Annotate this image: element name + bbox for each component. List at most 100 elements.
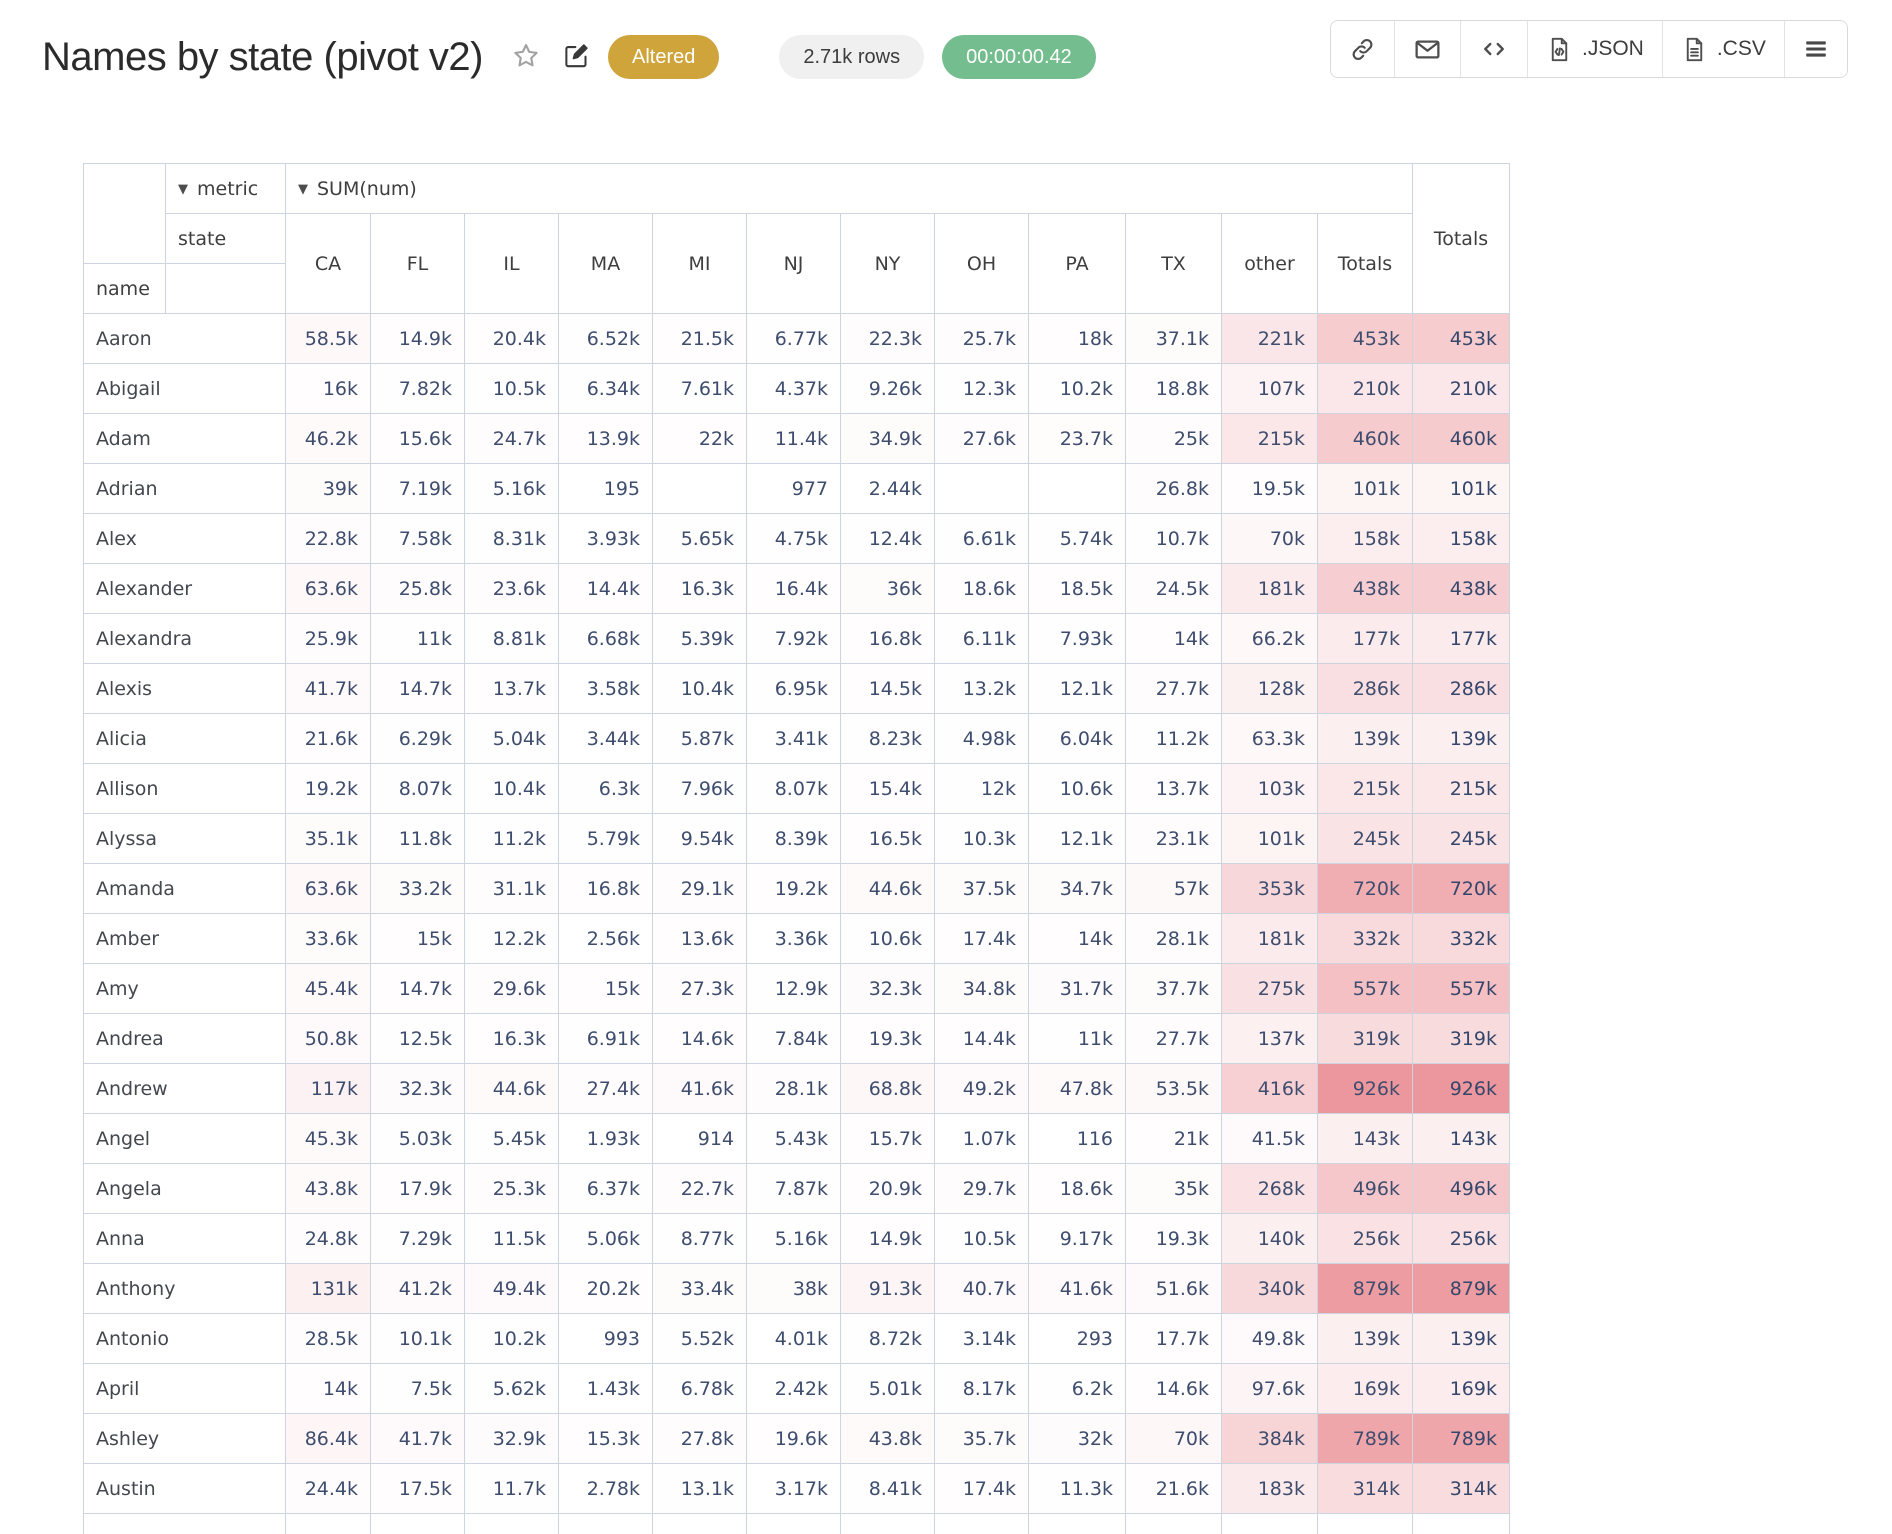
pivot-cell: 5.79k	[558, 813, 653, 864]
pivot-cell	[934, 463, 1029, 514]
row-attribute-name[interactable]: name	[83, 263, 166, 314]
pivot-cell: 19.3k	[840, 1013, 935, 1064]
pivot-cell: 6.34k	[558, 363, 653, 414]
pivot-cell: 11.8k	[370, 813, 465, 864]
star-icon	[511, 41, 541, 74]
pivot-cell: 28.1k	[1125, 913, 1222, 964]
pivot-corner-cell	[83, 163, 166, 264]
pivot-cell: 158k	[1317, 513, 1413, 564]
grand-total-cell: 314k	[1412, 1463, 1510, 1514]
more-menu-button[interactable]	[1783, 21, 1847, 77]
table-row: Angela 43.8k 17.9k 25.3k 6.37k 22.7k 7.87k 20.9…	[83, 1163, 1510, 1214]
row-label: Abigail	[83, 363, 286, 414]
pivot-cell: 7.29k	[370, 1213, 465, 1264]
pivot-cell: 5.01k	[840, 1363, 935, 1414]
export-toolbar: .JSON .CSV	[1330, 20, 1848, 78]
pivot-cell: 33.2k	[370, 863, 465, 914]
grand-total-cell: 557k	[1412, 963, 1510, 1014]
col-header-nj: NJ	[746, 213, 841, 314]
pivot-cell: 103k	[1221, 763, 1318, 814]
pivot-cell: 14.7k	[370, 963, 465, 1014]
pivot-cell: 24.8k	[285, 1213, 371, 1264]
table-row: Ashley 86.4k 41.7k 32.9k 15.3k 27.8k 19.6k 43.8…	[83, 1413, 1510, 1464]
col-header-pa: PA	[1028, 213, 1126, 314]
row-label: Angel	[83, 1113, 286, 1164]
embed-code-button[interactable]	[1460, 21, 1527, 77]
edit-title-button[interactable]	[563, 42, 590, 72]
pivot-cell: 332k	[1317, 913, 1413, 964]
pivot-cell: 14k	[1125, 613, 1222, 664]
pivot-cell: 21.5k	[652, 313, 747, 364]
pivot-cell: 7.87k	[746, 1163, 841, 1214]
favorite-star-button[interactable]	[511, 41, 541, 74]
pivot-cell: 16k	[285, 363, 371, 414]
pivot-cell: 70k	[1125, 1413, 1222, 1464]
pivot-cell: 15.4k	[840, 763, 935, 814]
download-csv-button[interactable]: .CSV	[1661, 21, 1784, 77]
edit-pencil-icon	[563, 42, 590, 72]
pivot-cell	[840, 1513, 935, 1534]
row-label: Anthony	[83, 1263, 286, 1314]
pivot-cell: 17.9k	[370, 1163, 465, 1214]
top-header-bar: Names by state (pivot v2) Altered 2.71k …	[0, 0, 1892, 100]
pivot-cell: 34.9k	[840, 413, 935, 464]
pivot-cell: 22.3k	[840, 313, 935, 364]
col-attribute-state[interactable]: state	[165, 213, 286, 264]
pivot-cell: 18.5k	[1028, 563, 1126, 614]
table-row: Andrew 117k 32.3k 44.6k 27.4k 41.6k 28.1k 68.8k…	[83, 1063, 1510, 1114]
email-button[interactable]	[1394, 21, 1460, 77]
pivot-cell: 29.1k	[652, 863, 747, 914]
pivot-cell: 268k	[1221, 1163, 1318, 1214]
pivot-cell: 22.7k	[652, 1163, 747, 1214]
pivot-cell: 10.5k	[934, 1213, 1029, 1264]
pivot-cell: 70k	[1221, 513, 1318, 564]
metric-dropdown[interactable]: ▼ metric	[165, 163, 286, 214]
grand-total-cell: 245k	[1412, 813, 1510, 864]
table-row: April 14k 7.5k 5.62k 1.43k 6.78k 2.42k 5.01k 8.1…	[83, 1363, 1510, 1414]
pivot-cell	[1125, 1513, 1222, 1534]
link-icon	[1349, 36, 1376, 63]
pivot-cell: 25k	[1125, 413, 1222, 464]
pivot-cell: 21.6k	[285, 713, 371, 764]
pivot-cell	[652, 463, 747, 514]
pivot-cell: 101k	[1317, 463, 1413, 514]
pivot-cell: 926k	[1317, 1063, 1413, 1114]
pivot-header-row-2: state CA FL IL MA MI NJ NY OH PA TX other Totals	[84, 213, 1510, 314]
download-json-button[interactable]: .JSON	[1527, 21, 1662, 77]
pivot-cell: 25.3k	[464, 1163, 559, 1214]
pivot-cell: 10.3k	[934, 813, 1029, 864]
table-row: Alex 22.8k 7.58k 8.31k 3.93k 5.65k 4.75k 12.4k 6…	[83, 513, 1510, 564]
pivot-cell: 6.91k	[558, 1013, 653, 1064]
row-label	[83, 1513, 286, 1534]
grand-total-cell: 169k	[1412, 1363, 1510, 1414]
pivot-cell: 25.9k	[285, 613, 371, 664]
grand-total-cell: 879k	[1412, 1263, 1510, 1314]
pivot-cell: 16.4k	[746, 563, 841, 614]
grand-total-cell: 177k	[1412, 613, 1510, 664]
pivot-cell: 143k	[1317, 1113, 1413, 1164]
pivot-cell: 29.7k	[934, 1163, 1029, 1214]
menu-icon	[1803, 36, 1829, 62]
pivot-cell: 19.2k	[746, 863, 841, 914]
pivot-cell: 34.8k	[934, 963, 1029, 1014]
pivot-cell: 24.5k	[1125, 563, 1222, 614]
pivot-cell: 6.04k	[1028, 713, 1126, 764]
pivot-header-row-1: ▼ metric ▼ SUM(num) Totals	[83, 163, 1510, 314]
row-label: Adam	[83, 413, 286, 464]
pivot-cell: 20.9k	[840, 1163, 935, 1214]
pivot-cell: 11.2k	[1125, 713, 1222, 764]
col-header-tx: TX	[1125, 213, 1222, 314]
pivot-cell: 10.7k	[1125, 513, 1222, 564]
table-row: Amy 45.4k 14.7k 29.6k 15k 27.3k 12.9k 32.3k 34.8…	[83, 963, 1510, 1014]
pivot-cell: 49.4k	[464, 1263, 559, 1314]
pivot-cell: 11.7k	[464, 1463, 559, 1514]
copy-link-button[interactable]	[1331, 21, 1394, 77]
pivot-cell: 2.78k	[558, 1463, 653, 1514]
pivot-cell: 33.4k	[652, 1263, 747, 1314]
pivot-cell: 57k	[1125, 863, 1222, 914]
value-dropdown[interactable]: ▼ SUM(num)	[285, 163, 1413, 214]
pivot-cell: 8.41k	[840, 1463, 935, 1514]
pivot-cell	[934, 1513, 1029, 1534]
pivot-cell: 8.07k	[746, 763, 841, 814]
row-label: Aaron	[83, 313, 286, 364]
